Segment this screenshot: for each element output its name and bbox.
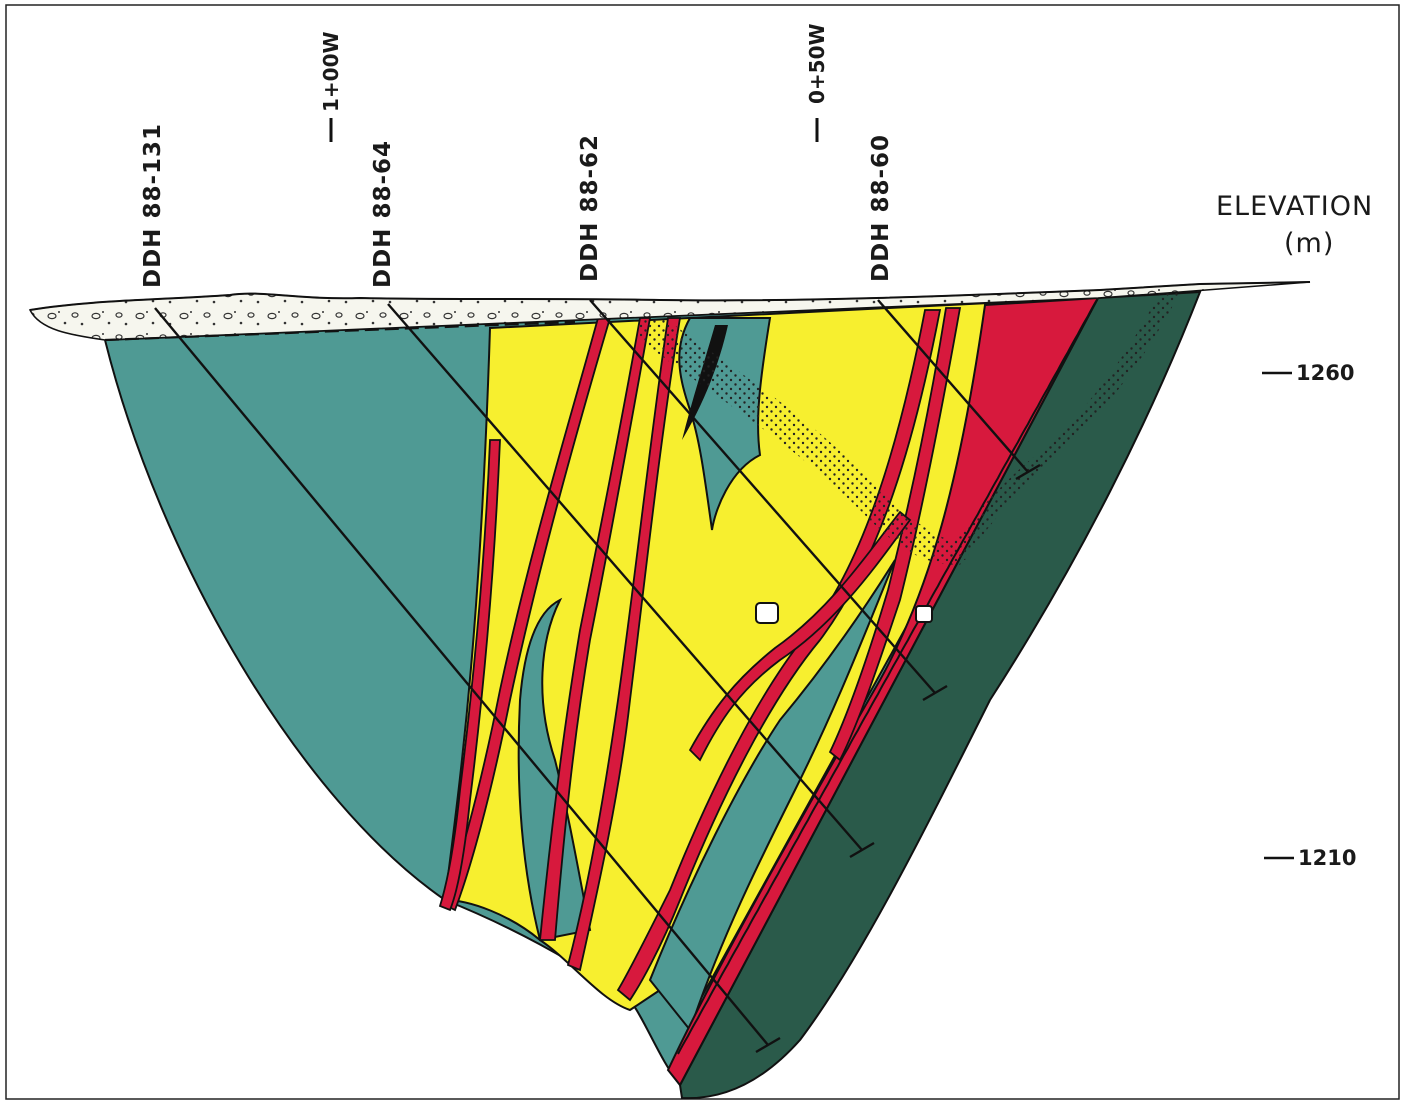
grid-label-1-00w: 1+00W xyxy=(319,31,343,112)
red-unit-east xyxy=(666,296,1100,1087)
overburden-base xyxy=(104,320,576,342)
drill-label-88-62: DDH 88-62 xyxy=(577,134,603,282)
drill-trace-88-60 xyxy=(877,299,1029,473)
host-rock-wedge-central xyxy=(517,597,592,942)
fault-zone-dotted-east xyxy=(945,292,1180,560)
fault-zone-dotted xyxy=(640,318,970,565)
elevation-tick-1260: 1260 xyxy=(1296,361,1354,385)
marker-block xyxy=(915,605,933,623)
drill-trace-88-131 xyxy=(154,307,769,1046)
drill-trace-88-62 xyxy=(589,299,936,694)
frame-border xyxy=(5,4,1400,1100)
drill-label-88-131: DDH 88-131 xyxy=(140,123,166,288)
footwall-contact-wavy xyxy=(677,297,1099,1055)
elevation-title: ELEVATION xyxy=(1216,191,1373,222)
elevation-tick-1210: 1210 xyxy=(1298,846,1356,870)
ground-surface xyxy=(29,281,1311,311)
footwall-unit xyxy=(678,290,1202,1100)
host-rock-wedge-east xyxy=(648,559,896,1033)
drill-trace-88-64 xyxy=(387,303,863,851)
drill-label-88-60: DDH 88-60 xyxy=(868,134,894,282)
red-veins xyxy=(438,307,962,1002)
grid-label-0-50w: 0+50W xyxy=(805,23,829,104)
drill-hole-traces xyxy=(154,299,1041,1054)
drill-label-88-64: DDH 88-64 xyxy=(370,140,396,288)
elevation-unit: (m) xyxy=(1284,228,1334,259)
marker-block xyxy=(755,602,779,624)
